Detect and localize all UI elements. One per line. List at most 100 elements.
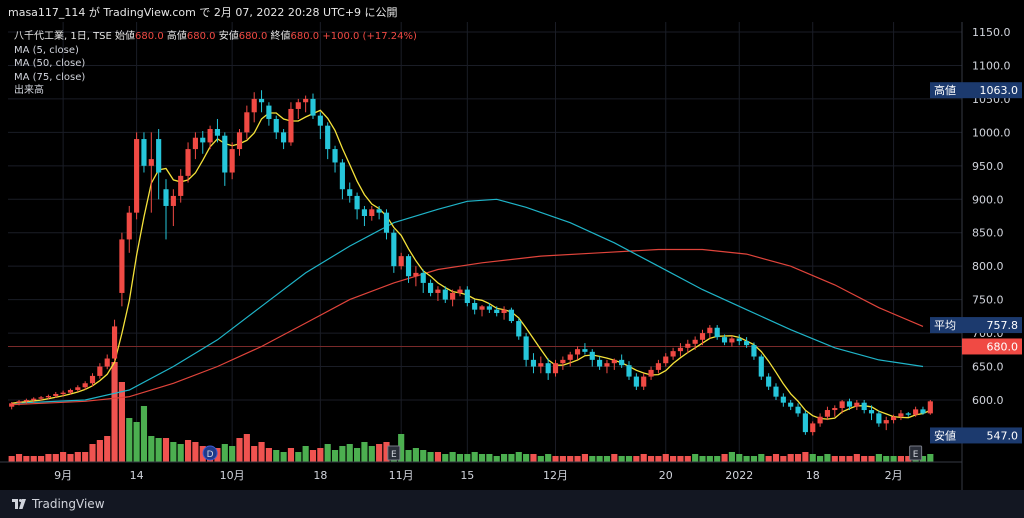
legend-ohlc: 八千代工業, 1日, TSE 始値680.0 高値680.0 安値680.0 終… (14, 30, 417, 44)
candle-body (207, 129, 213, 143)
legend-volume[interactable]: 出来高 (14, 85, 44, 96)
candle-body (685, 343, 691, 348)
legend-ma75[interactable]: MA (75, close) (14, 71, 86, 83)
x-tick-label: 10月 (220, 469, 245, 482)
volume-bar (309, 450, 317, 462)
volume-bar (192, 442, 199, 462)
volume-bar (8, 456, 15, 462)
price-label-value: 680.0 (987, 340, 1019, 353)
legend-ma50[interactable]: MA (50, close) (14, 58, 86, 69)
volume-bar (765, 456, 772, 462)
volume-bar (927, 454, 934, 462)
volume-bar (486, 454, 493, 462)
candle-body (376, 209, 382, 213)
price-chart[interactable]: 1150.01100.01050.01000.0950.0900.0850.08… (0, 0, 1024, 490)
volume-bar (736, 454, 743, 462)
legend-symbol: 八千代工業, 1日, TSE (14, 31, 112, 42)
volume-bar (427, 452, 434, 462)
volume-bar (376, 444, 383, 462)
volume-bar (471, 452, 478, 462)
dividend-event-icon (202, 445, 218, 461)
candle-body (251, 98, 257, 113)
legend-close-label: 終値 (270, 31, 291, 42)
candle-body (817, 416, 823, 424)
candle-body (45, 395, 51, 398)
legend-change: +100.0 (+17.24%) (322, 31, 417, 42)
candle-body (405, 256, 412, 277)
volume-bar (853, 454, 860, 462)
candle-body (229, 149, 235, 173)
volume-bar (684, 456, 691, 462)
volume-bar (133, 422, 140, 462)
volume-bar (15, 454, 23, 462)
candle-body (89, 375, 96, 384)
candle-body (920, 409, 926, 414)
candle-body (589, 351, 595, 360)
volume-bar (243, 434, 250, 462)
candle-body (464, 289, 470, 303)
candle-body (163, 189, 169, 206)
legend-low-value: 680.0 (238, 31, 268, 42)
y-tick-label: 1150.0 (972, 26, 1011, 39)
candle-body (9, 403, 15, 407)
volume-bar (126, 418, 133, 462)
volume-bar (596, 456, 603, 462)
volume-bar (883, 456, 890, 462)
volume-bar (331, 450, 339, 462)
candle-body (832, 408, 838, 411)
ma75-line (11, 248, 924, 406)
candle-body (413, 272, 419, 277)
legend-ma5[interactable]: MA (5, close) (14, 44, 79, 56)
candle-body (597, 359, 603, 367)
x-tick-label: 11月 (389, 469, 414, 482)
candle-body (16, 401, 22, 403)
candle-body (655, 363, 661, 370)
earnings-event-icon (387, 445, 401, 461)
x-tick-label: 12月 (543, 469, 568, 482)
volume-bar (552, 456, 559, 462)
candle-body (883, 420, 889, 424)
volume-bar (184, 440, 192, 462)
candle-body (611, 359, 617, 364)
candle-body (508, 309, 514, 322)
candle-body (810, 423, 816, 433)
candle-body (839, 401, 845, 409)
candle-body (428, 282, 434, 293)
volume-bar (258, 442, 265, 462)
candle-body (134, 139, 140, 213)
volume-bar (787, 454, 794, 462)
candle-body (53, 393, 59, 396)
volume-bar (905, 456, 912, 462)
candle-body (82, 383, 88, 388)
candle-body (281, 132, 287, 143)
candle-body (97, 366, 103, 376)
volume-bar (30, 456, 37, 462)
x-tick-label: 2月 (885, 469, 903, 482)
volume-bar (699, 456, 706, 462)
candle-body (192, 137, 198, 150)
volume-bar (817, 456, 824, 462)
candle-body (699, 333, 706, 340)
volume-bar (214, 448, 221, 462)
candle-body (494, 309, 500, 314)
volume-bar (60, 452, 67, 462)
candle-body (868, 410, 875, 414)
candle-body (751, 345, 757, 357)
candle-body (677, 347, 684, 352)
candle-body (442, 289, 448, 300)
candle-body (729, 338, 735, 343)
volume-bar (875, 454, 882, 462)
volume-bar (846, 456, 853, 462)
volume-bar (265, 448, 272, 462)
candle-body (854, 402, 860, 407)
legend-close-value: 680.0 (290, 31, 320, 42)
candle-body (354, 195, 360, 210)
x-tick-label: 18 (806, 469, 820, 482)
candle-body (861, 402, 867, 411)
volume-bar (170, 442, 177, 462)
x-tick-label: 20 (659, 469, 673, 482)
tradingview-brand[interactable]: TradingView (12, 497, 105, 511)
volume-bar (449, 452, 456, 462)
footer-bar: TradingView (0, 490, 1024, 518)
volume-bar (140, 406, 148, 462)
